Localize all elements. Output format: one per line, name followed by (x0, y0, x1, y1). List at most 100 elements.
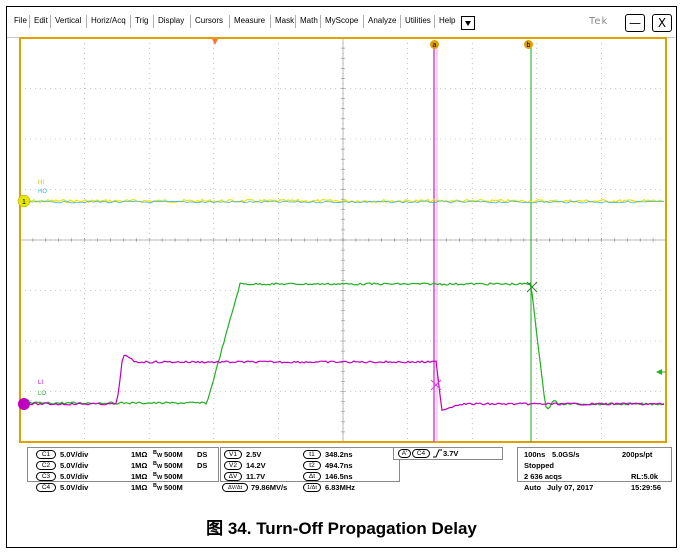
record-length: RL:5.0k (631, 472, 659, 481)
ch2-impedance: 1MΩ (131, 461, 148, 470)
v1-badge[interactable]: V1 (224, 450, 242, 459)
ch3-waveform (21, 354, 665, 412)
channel-settings-box (27, 447, 219, 482)
resolution: 200ps/pt (622, 450, 653, 459)
ch1-bandwidth-prefix: B (153, 450, 157, 456)
ch3-volts-div: 5.0V/div (60, 472, 89, 481)
cursor-b-label: b (527, 42, 531, 49)
ch3-name-label: LI (38, 380, 43, 386)
acquisition-count: 2 636 acqs (524, 472, 562, 481)
ch1-name-label: HI (38, 180, 44, 186)
menu-myscope[interactable]: MyScope (325, 16, 359, 25)
menu-utilities[interactable]: Utilities (405, 16, 431, 25)
tek-logo: Tek (589, 16, 609, 27)
ch4-badge[interactable]: C4 (36, 483, 56, 492)
acquisition-state: Stopped (524, 461, 554, 470)
t1-badge[interactable]: t1 (303, 450, 321, 459)
timebase[interactable]: 100ns (524, 450, 546, 459)
ch2-bandwidth: 500M (164, 461, 183, 470)
trigger-mode-badge[interactable]: A' (398, 449, 411, 458)
figure-caption: 图 34. Turn-Off Propagation Delay (206, 519, 477, 538)
ch2-bandwidth-prefix: B (153, 461, 157, 467)
ch2-waveform (21, 200, 664, 204)
delta-t-value: 146.5ns (325, 472, 353, 481)
ch2-badge[interactable]: C2 (36, 461, 56, 470)
inverse-delta-t-badge[interactable]: 1/Δt (303, 483, 321, 492)
ch4-bandwidth-sub: W (157, 486, 163, 492)
cursor-a-cross-marker (430, 379, 442, 391)
menu-math[interactable]: Math (300, 16, 318, 25)
t1-value: 348.2ns (325, 450, 353, 459)
ch4-impedance: 1MΩ (131, 483, 148, 492)
ch1-ground-marker[interactable] (17, 194, 31, 208)
ch4-bandwidth: 500M (164, 483, 183, 492)
sample-rate: 5.0GS/s (552, 450, 580, 459)
ch2-name-label: HO (38, 189, 47, 195)
v2-value: 14.2V (246, 461, 266, 470)
close-button[interactable]: X (652, 14, 672, 32)
ch4-offset-arrow-icon (656, 369, 662, 375)
menu-measure[interactable]: Measure (234, 16, 266, 25)
menu-horiz-acq[interactable]: Horiz/Acq (91, 16, 126, 25)
menu-dropdown-button[interactable] (461, 16, 475, 30)
ch2-bandwidth-sub: W (157, 464, 163, 470)
dv-dt-value: 79.86MV/s (251, 483, 288, 492)
trigger-position-marker[interactable] (212, 39, 218, 45)
ch4-volts-div: 5.0V/div (60, 483, 89, 492)
t2-badge[interactable]: t2 (303, 461, 321, 470)
menu-divider (86, 15, 87, 28)
graticule-grid (19, 37, 667, 443)
ch3-badge[interactable]: C3 (36, 472, 56, 481)
ch2-volts-div: 5.0V/div (60, 461, 89, 470)
v2-badge[interactable]: V2 (224, 461, 242, 470)
ch4-waveform (21, 282, 665, 410)
trigger-source-badge[interactable]: C4 (412, 449, 430, 458)
dv-dt-badge[interactable]: ΔV/Δt (222, 483, 248, 492)
ch1-bandwidth-sub: W (157, 453, 163, 459)
menu-divider (190, 15, 191, 28)
cursor-b-handle[interactable] (524, 40, 533, 49)
menu-analyze[interactable]: Analyze (368, 16, 397, 25)
ch1-ds-indicator: DS (197, 450, 208, 459)
v1-value: 2.5V (246, 450, 262, 459)
ch1-badge[interactable]: C1 (36, 450, 56, 459)
menu-divider (130, 15, 131, 28)
ch3-bandwidth-prefix: B (153, 472, 157, 478)
menu-divider (29, 15, 30, 28)
menu-bar: File Edit Vertical Horiz/Acq Trig Displa… (7, 7, 675, 38)
acquisition-time: 15:29:56 (631, 483, 662, 492)
delta-v-badge[interactable]: ΔV (224, 472, 242, 481)
readout-panel: C1 5.0V/div 1MΩ B W 500M DS C2 5.0V/div … (7, 446, 675, 482)
menu-file[interactable]: File (14, 16, 27, 25)
ch3-impedance: 1MΩ (131, 472, 148, 481)
ch3-ground-marker[interactable] (18, 398, 30, 410)
trigger-mode: Auto (524, 483, 542, 492)
menu-display[interactable]: Display (158, 16, 185, 25)
minimize-button[interactable]: — (625, 14, 645, 32)
menu-divider (363, 15, 364, 28)
menu-divider (295, 15, 296, 28)
menu-help[interactable]: Help (439, 16, 456, 25)
cursor-a-label: a (433, 42, 437, 49)
menu-cursors[interactable]: Cursors (195, 16, 224, 25)
ch1-marker-label: 1 (22, 199, 26, 206)
ch1-waveform (21, 198, 665, 204)
menu-divider (270, 15, 271, 28)
acquisition-box (517, 447, 672, 482)
menu-trig[interactable]: Trig (135, 16, 149, 25)
cursor-b-cross-marker (526, 281, 538, 293)
menu-divider (400, 15, 401, 28)
cursor-a-handle[interactable] (430, 40, 439, 49)
delta-t-badge[interactable]: Δt (303, 472, 321, 481)
acquisition-date: July 07, 2017 (547, 483, 594, 492)
menu-divider (229, 15, 230, 28)
ch4-name-label: LO (38, 391, 46, 397)
menu-edit[interactable]: Edit (34, 16, 48, 25)
t2-value: 494.7ns (325, 461, 353, 470)
ch3-bandwidth-sub: W (157, 475, 163, 481)
menu-vertical[interactable]: Vertical (55, 16, 82, 25)
ch1-volts-div: 5.0V/div (60, 450, 89, 459)
delta-v-value: 11.7V (246, 472, 266, 481)
menu-mask[interactable]: Mask (275, 16, 295, 25)
